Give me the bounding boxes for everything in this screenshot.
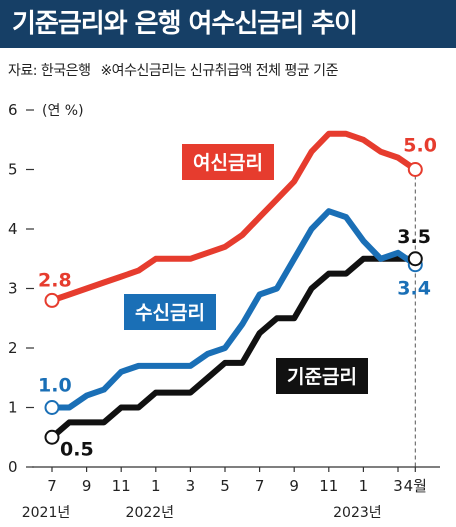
x-tick-label: 11 [112,477,131,495]
series-tag-box [182,144,274,180]
x-tick-label: 5 [220,477,230,495]
y-tick-label: 2 [8,339,18,357]
series-name-label: 기준금리 [287,366,357,388]
series-tag-box [276,358,368,394]
chart-title: 기준금리와 은행 여수신금리 추이 [0,0,456,48]
endpoint-marker [44,429,60,445]
year-label: 2021년 [22,505,71,521]
endpoint-marker [407,251,423,267]
x-tick-label: 7 [47,477,57,495]
x-tick-label: 7 [255,477,265,495]
source-note: ※여수신금리는 신규취급액 전체 평균 기준 [100,63,338,79]
series-name-label: 수신금리 [135,302,205,324]
y-tick-label: 5 [8,161,18,179]
x-tick-label: 1 [151,477,161,495]
source-line: 자료: 한국은행 ※여수신금리는 신규취급액 전체 평균 기준 [8,60,338,80]
y-tick-label: 6 [8,101,18,119]
series-start-label: 1.0 [38,375,72,397]
year-label: 2022년 [126,505,175,521]
x-tick-label: 1 [359,477,369,495]
series-end-label: 3.5 [397,226,431,248]
series-end-label: 5.0 [403,135,437,157]
series-line-1 [49,208,419,411]
x-tick-label: 11 [319,477,338,495]
series-name-label: 여신금리 [193,152,263,174]
endpoint-marker [407,162,423,177]
series-tag-box [124,294,216,330]
y-tick-label: 4 [8,220,18,238]
endpoint-marker [44,400,60,415]
x-tick-label: 3 [393,477,403,495]
endpoint-marker [44,292,60,308]
year-label: 2023년 [333,505,382,521]
x-tick-label: 4월 [404,477,427,495]
series-end-label: 3.4 [397,278,431,300]
source-label: 자료: 한국은행 [8,63,91,79]
y-tick-label: 3 [8,280,18,298]
series-start-label: 2.8 [38,269,72,291]
series-line-0 [49,130,419,304]
y-tick-label: 0 [8,458,18,476]
series-line-2 [49,255,419,441]
x-tick-label: 9 [82,477,92,495]
series-start-label: 0.5 [60,438,94,460]
y-tick-label: 1 [8,399,18,417]
y-unit-label: (연 %) [42,103,84,119]
x-tick-label: 3 [186,477,196,495]
x-tick-label: 9 [289,477,299,495]
